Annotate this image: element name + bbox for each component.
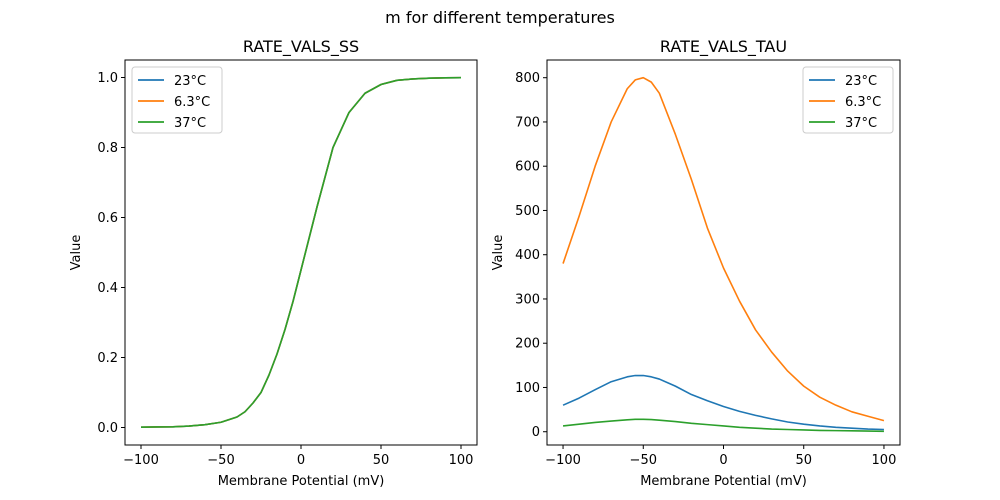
chart-0-x-tick-label: 100 bbox=[449, 453, 474, 468]
chart-1-legend-label-2: 37°C bbox=[845, 116, 877, 131]
figure-suptitle: m for different temperatures bbox=[385, 8, 615, 27]
chart-1-legend-label-1: 6.3°C bbox=[845, 95, 881, 110]
chart-0-x-tick-label: 50 bbox=[373, 453, 390, 468]
chart-0-legend-label-0: 23°C bbox=[174, 74, 206, 89]
chart-0-series-line-2 bbox=[140, 76, 462, 428]
chart-0-legend-box bbox=[131, 66, 223, 134]
chart-1-y-tick-label: 800 bbox=[515, 71, 540, 86]
chart-1-legend: 23°C 6.3°C 37°C bbox=[802, 66, 894, 134]
chart-1-x-axis-label: Membrane Potential (mV) bbox=[640, 474, 807, 489]
chart-panel-time-constant: RATE_VALS_TAU −100 −50 0 50 100 0 100 200 300 400 5… bbox=[491, 37, 901, 489]
chart-1-x-tick-label: −50 bbox=[630, 453, 657, 468]
chart-0-x-tick-label: −100 bbox=[123, 453, 159, 468]
chart-1-series-line-1 bbox=[562, 76, 885, 422]
chart-1-x-tick-label: 0 bbox=[719, 453, 727, 468]
chart-1-y-tick-label: 400 bbox=[515, 248, 540, 263]
chart-1-y-tick-label: 200 bbox=[515, 337, 540, 352]
chart-1-y-tick-label: 600 bbox=[515, 160, 540, 175]
chart-1-x-tick-label: 100 bbox=[872, 453, 897, 468]
chart-1-y-tick-label: 500 bbox=[515, 204, 540, 219]
chart-1-y-tick-label: 100 bbox=[515, 381, 540, 396]
chart-1-x-tick-label: −100 bbox=[545, 453, 581, 468]
chart-0-y-tick-label: 0.2 bbox=[97, 351, 118, 366]
chart-1-y-tick-label: 700 bbox=[515, 115, 540, 130]
chart-0-y-tick-label: 1.0 bbox=[97, 71, 118, 86]
chart-1-title: RATE_VALS_TAU bbox=[660, 37, 787, 57]
chart-0-y-tick-label: 0.4 bbox=[97, 281, 118, 296]
chart-0-title: RATE_VALS_SS bbox=[243, 37, 359, 57]
chart-0-y-tick-label: 0.0 bbox=[97, 421, 118, 436]
chart-1-x-tick-label: 50 bbox=[795, 453, 812, 468]
chart-1-series-line-2 bbox=[562, 418, 884, 433]
chart-0-x-tick-label: 0 bbox=[297, 453, 305, 468]
chart-1-legend-label-0: 23°C bbox=[845, 74, 877, 89]
chart-0-legend-label-1: 6.3°C bbox=[174, 95, 210, 110]
chart-0-y-tick-label: 0.8 bbox=[97, 141, 118, 156]
chart-0-x-axis-label: Membrane Potential (mV) bbox=[218, 474, 385, 489]
chart-0-y-tick-label: 0.6 bbox=[97, 211, 118, 226]
chart-1-legend-box bbox=[802, 66, 894, 134]
chart-0-y-axis-label: Value bbox=[69, 235, 84, 271]
chart-1-y-axis-label: Value bbox=[491, 235, 506, 271]
chart-1-y-tick-label: 0 bbox=[532, 425, 540, 440]
chart-0-legend: 23°C 6.3°C 37°C bbox=[131, 66, 223, 134]
chart-panel-steady-state: RATE_VALS_SS −100 −50 0 50 100 0.0 0.2 0.4 0.6 0.8… bbox=[69, 37, 478, 489]
chart-1-y-tick-label: 300 bbox=[515, 292, 540, 307]
chart-1-series-line-0 bbox=[562, 374, 884, 431]
chart-0-legend-label-2: 37°C bbox=[174, 116, 206, 131]
chart-0-x-tick-label: −50 bbox=[207, 453, 234, 468]
